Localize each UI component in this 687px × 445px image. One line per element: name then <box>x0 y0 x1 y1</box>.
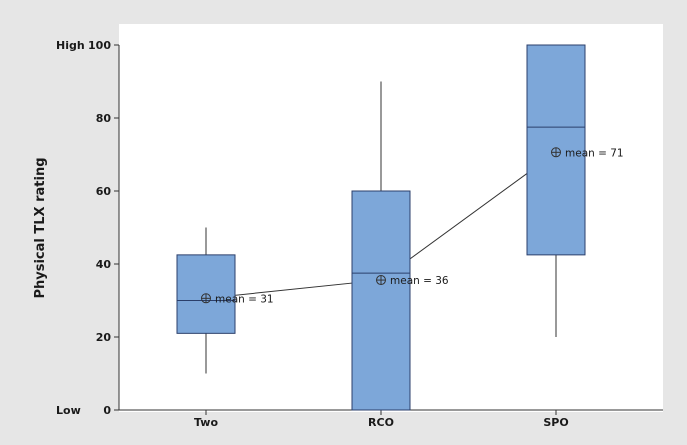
box-rco <box>351 81 411 411</box>
mean-marker-two: mean = 31 <box>201 293 274 305</box>
y-extreme-low-label: Low <box>56 404 81 417</box>
y-ticks: 0 20 40 60 80 100 <box>88 39 119 417</box>
y-extreme-high-label: High <box>56 39 85 52</box>
mean-label: mean = 31 <box>215 293 274 305</box>
y-tick-label: 40 <box>96 258 112 271</box>
box-iqr <box>351 190 411 411</box>
mean-label: mean = 36 <box>390 275 449 287</box>
mean-marker-rco: mean = 36 <box>376 275 449 287</box>
y-tick-label: 20 <box>96 331 112 344</box>
boxes <box>176 44 586 411</box>
y-axis-title: Physical TLX rating <box>33 157 48 298</box>
mean-annotations: mean = 31 mean = 36 mean = 71 <box>201 147 624 305</box>
x-tick-label-spo: SPO <box>543 416 568 429</box>
y-tick-label: 60 <box>96 185 112 198</box>
mean-marker-spo: mean = 71 <box>551 147 624 159</box>
x-tick-label-rco: RCO <box>368 416 394 429</box>
y-tick-label: 0 <box>103 404 111 417</box>
y-tick-label: 100 <box>88 39 111 52</box>
mean-label: mean = 71 <box>565 147 624 159</box>
y-tick-label: 80 <box>96 112 112 125</box>
x-ticks: Two RCO SPO <box>194 410 569 429</box>
x-tick-label-two: Two <box>194 416 218 429</box>
